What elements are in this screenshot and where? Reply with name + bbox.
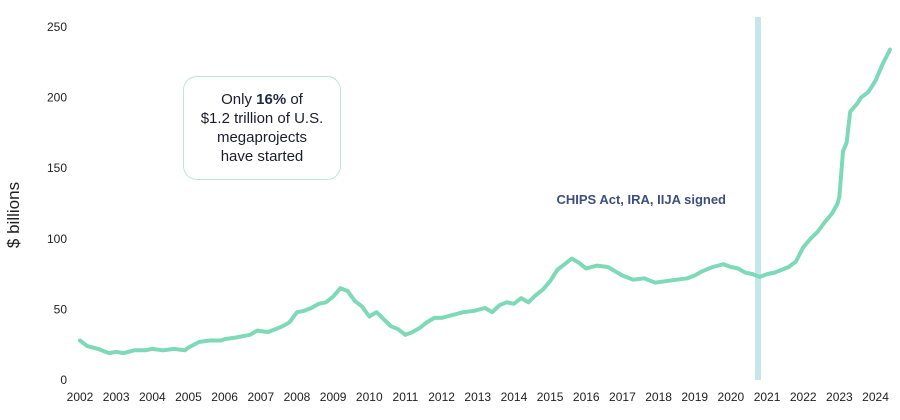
x-tick-label: 2023 bbox=[826, 390, 853, 404]
x-tick-label: 2004 bbox=[139, 390, 166, 404]
callout-line-3: megaprojects bbox=[216, 129, 308, 146]
x-tick-label: 2011 bbox=[393, 390, 419, 404]
y-tick-label: 200 bbox=[47, 91, 67, 105]
x-axis-ticks: 2002 2003 2004 2005 2006 2007 2008 2009 2010 2011… bbox=[67, 390, 890, 404]
x-tick-label: 2012 bbox=[428, 390, 455, 404]
x-tick-label: 2013 bbox=[464, 390, 491, 404]
y-tick-label: 0 bbox=[60, 373, 67, 387]
callout-line-1: Only 16% of bbox=[221, 90, 303, 109]
x-tick-label: 2003 bbox=[103, 390, 130, 404]
x-tick-label: 2016 bbox=[573, 390, 600, 404]
x-tick-label: 2020 bbox=[718, 390, 745, 404]
x-tick-label: 2005 bbox=[175, 390, 202, 404]
x-tick-label: 2007 bbox=[247, 390, 274, 404]
x-tick-label: 2002 bbox=[67, 390, 94, 404]
x-tick-label: 2008 bbox=[284, 390, 311, 404]
callout-highlight: 16% bbox=[256, 91, 287, 108]
x-tick-label: 2017 bbox=[609, 390, 636, 404]
callout-prefix: Only bbox=[221, 91, 257, 108]
legislation-annotation: CHIPS Act, IRA, IIJA signed bbox=[556, 192, 726, 207]
y-tick-label: 250 bbox=[47, 20, 67, 34]
callout-suffix: of bbox=[286, 91, 303, 108]
y-tick-label: 150 bbox=[47, 161, 67, 175]
x-tick-label: 2018 bbox=[645, 390, 672, 404]
y-axis-label: $ billions bbox=[4, 182, 23, 248]
x-tick-label: 2024 bbox=[862, 390, 889, 404]
x-tick-label: 2022 bbox=[790, 390, 817, 404]
callout-line-2: $1.2 trillion of U.S. bbox=[200, 110, 324, 127]
x-tick-label: 2014 bbox=[501, 390, 528, 404]
x-tick-label: 2006 bbox=[211, 390, 238, 404]
x-tick-label: 2019 bbox=[681, 390, 708, 404]
x-tick-label: 2021 bbox=[754, 390, 781, 404]
callout-box: Only 16% of $1.2 trillion of U.S. megapr… bbox=[183, 76, 341, 180]
y-axis-ticks: 0 50 100 150 200 250 bbox=[47, 20, 67, 387]
x-tick-label: 2015 bbox=[537, 390, 564, 404]
spending-series-line bbox=[78, 47, 892, 356]
x-tick-label: 2009 bbox=[320, 390, 347, 404]
y-tick-label: 100 bbox=[47, 232, 67, 246]
x-tick-label: 2010 bbox=[356, 390, 383, 404]
y-tick-label: 50 bbox=[54, 302, 68, 316]
legislation-marker-line bbox=[755, 17, 762, 380]
callout-line-4: have started bbox=[220, 148, 304, 165]
